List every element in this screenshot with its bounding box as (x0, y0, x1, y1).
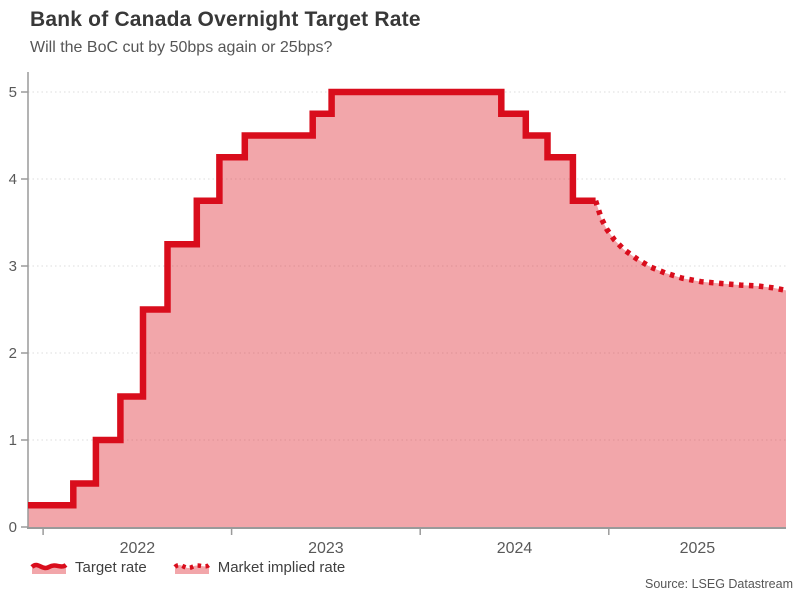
legend-item-target-rate[interactable]: Target rate (30, 558, 147, 576)
target-rate-legend-icon (30, 562, 68, 574)
y-tick-label: 5 (9, 84, 17, 101)
y-tick-label: 3 (9, 258, 17, 275)
market-implied-rate-line (592, 199, 787, 294)
chart-subtitle: Will the BoC cut by 50bps again or 25bps… (30, 39, 333, 56)
y-tick-label: 4 (9, 171, 17, 188)
y-tick-label: 2 (9, 345, 17, 362)
legend-label-market-implied-rate: Market implied rate (217, 558, 346, 576)
x-tick-label: 2025 (680, 540, 716, 557)
x-tick-label: 2023 (308, 540, 344, 557)
chart-title: Bank of Canada Overnight Target Rate (30, 8, 421, 31)
market-implied-rate-legend-icon (173, 562, 211, 574)
legend-item-market-implied-rate[interactable]: Market implied rate (173, 558, 346, 576)
y-tick-label: 0 (9, 519, 17, 536)
legend-label-target-rate: Target rate (75, 558, 147, 576)
target-rate-line (28, 88, 596, 509)
y-tick-label: 1 (9, 432, 17, 449)
x-tick-label: 2022 (120, 540, 156, 557)
x-tick-label: 2024 (497, 540, 533, 557)
chart-legend: Target rate Market implied rate (30, 558, 345, 576)
source-credit: Source: LSEG Datastream (645, 577, 793, 591)
rate-area-fill (28, 92, 786, 527)
